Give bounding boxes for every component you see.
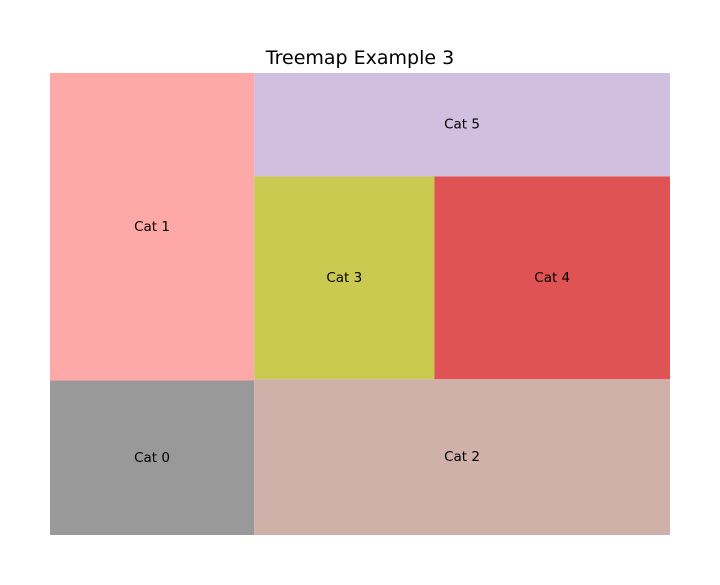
treemap-label-cat-0: Cat 0	[134, 450, 170, 466]
treemap-label-cat-5: Cat 5	[444, 117, 480, 133]
treemap-cell-cat-2	[254, 379, 670, 535]
treemap-label-cat-1: Cat 1	[134, 219, 170, 235]
treemap-cell-cat-1	[50, 73, 255, 381]
treemap-cell-cat-5	[254, 73, 670, 177]
treemap-label-cat-2: Cat 2	[444, 449, 480, 465]
treemap-cell-cat-4	[434, 176, 670, 380]
chart-title: Treemap Example 3	[265, 47, 455, 69]
treemap-cell-cat-0	[50, 380, 255, 535]
treemap-cell-cat-3	[254, 176, 435, 380]
treemap-label-cat-4: Cat 4	[534, 270, 570, 286]
treemap-label-cat-3: Cat 3	[326, 270, 362, 286]
